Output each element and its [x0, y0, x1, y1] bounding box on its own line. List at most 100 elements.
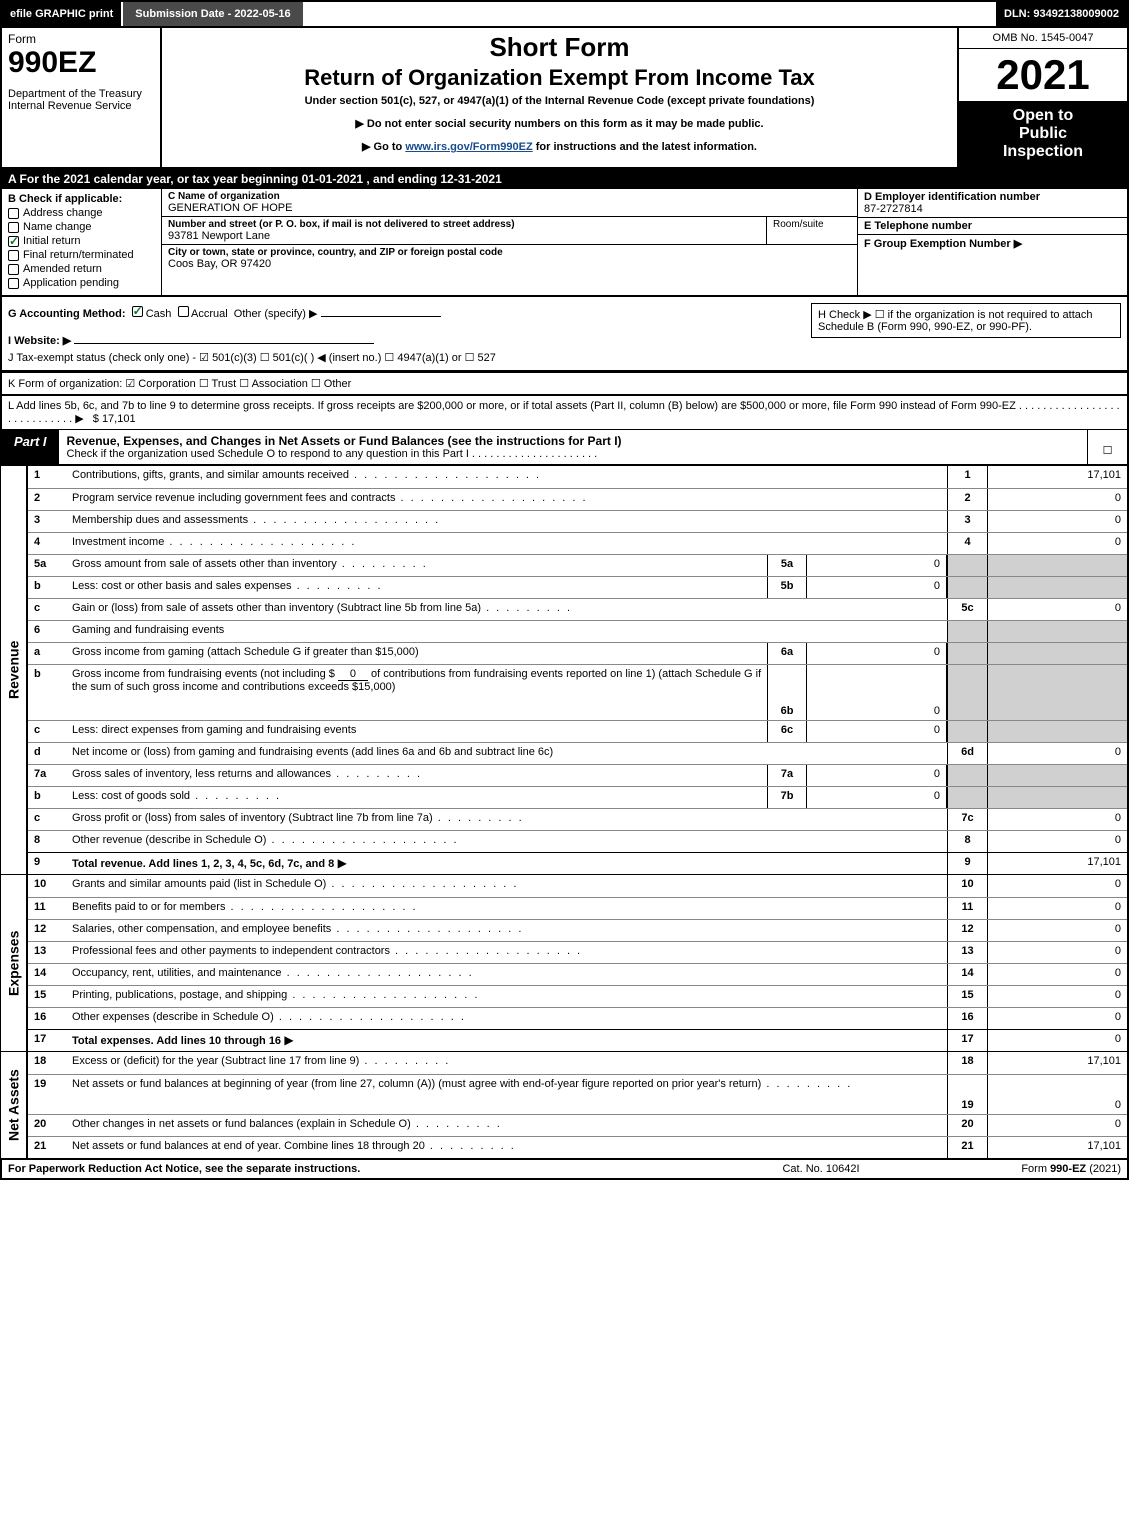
goto-line: ▶ Go to www.irs.gov/Form990EZ for instru… [172, 140, 947, 153]
line-desc: Printing, publications, postage, and shi… [68, 986, 947, 1007]
chk-final-return[interactable]: Final return/terminated [8, 249, 155, 261]
checkbox-icon [8, 264, 19, 275]
line-desc: Other revenue (describe in Schedule O) [68, 831, 947, 852]
chk-amended-return[interactable]: Amended return [8, 263, 155, 275]
end-num: 15 [947, 986, 987, 1007]
end-val: 0 [987, 986, 1127, 1007]
chk-label: Initial return [23, 235, 80, 247]
chk-initial-return[interactable]: Initial return [8, 235, 155, 247]
line-12: 12 Salaries, other compensation, and emp… [28, 919, 1127, 941]
end-num: 20 [947, 1115, 987, 1136]
chk-address-change[interactable]: Address change [8, 207, 155, 219]
line-11: 11 Benefits paid to or for members 11 0 [28, 897, 1127, 919]
address-label: Number and street (or P. O. box, if mail… [168, 219, 760, 230]
inline-val: 0 [807, 721, 947, 742]
line-15: 15 Printing, publications, postage, and … [28, 985, 1127, 1007]
end-val [987, 555, 1127, 576]
checkbox-icon [8, 250, 19, 261]
section-f: F Group Exemption Number ▶ [858, 234, 1127, 252]
line-3: 3 Membership dues and assessments 3 0 [28, 510, 1127, 532]
cash-label: Cash [146, 308, 172, 320]
fill-amount: 0 [338, 668, 368, 681]
line-desc: Other changes in net assets or fund bala… [68, 1115, 947, 1136]
line-num: b [28, 665, 68, 720]
chk-label: Amended return [23, 263, 102, 275]
line-desc-bold: Total expenses. Add lines 10 through 16 [72, 1035, 281, 1047]
goto-link[interactable]: www.irs.gov/Form990EZ [405, 141, 532, 153]
end-val [987, 787, 1127, 808]
end-val: 17,101 [987, 853, 1127, 874]
form-ref-num: 990-EZ [1050, 1163, 1086, 1175]
checkbox-icon [178, 306, 189, 317]
end-val [987, 643, 1127, 664]
part1-checkbox[interactable]: ☐ [1087, 430, 1127, 464]
line-num: c [28, 721, 68, 742]
end-num: 6d [947, 743, 987, 764]
part1-label: Part I [2, 430, 59, 464]
chk-name-change[interactable]: Name change [8, 221, 155, 233]
city-label: City or town, state or province, country… [168, 247, 851, 258]
line-num: c [28, 809, 68, 830]
inline-val: 0 [807, 787, 947, 808]
inline-num: 6b [767, 665, 807, 720]
line-13: 13 Professional fees and other payments … [28, 941, 1127, 963]
end-num [947, 577, 987, 598]
line-desc-bold: Total revenue. Add lines 1, 2, 3, 4, 5c,… [72, 858, 334, 870]
website-field[interactable] [74, 330, 374, 344]
end-num: 4 [947, 533, 987, 554]
end-val [987, 621, 1127, 642]
end-val: 0 [987, 831, 1127, 852]
sections-b-through-f: B Check if applicable: Address change Na… [0, 189, 1129, 297]
inline-num: 6a [767, 643, 807, 664]
line-6d: d Net income or (loss) from gaming and f… [28, 742, 1127, 764]
under-section-text: Under section 501(c), 527, or 4947(a)(1)… [172, 95, 947, 107]
end-num: 10 [947, 875, 987, 897]
end-val: 17,101 [987, 1137, 1127, 1158]
line-num: 2 [28, 489, 68, 510]
inline-val: 0 [807, 765, 947, 786]
section-h: H Check ▶ ☐ if the organization is not r… [811, 303, 1121, 338]
cat-no: Cat. No. 10642I [721, 1163, 921, 1175]
section-c: C Name of organization GENERATION OF HOP… [162, 189, 857, 295]
org-name-value: GENERATION OF HOPE [168, 202, 851, 214]
line-desc: Gross income from fundraising events (no… [68, 665, 767, 720]
department-label: Department of the Treasury Internal Reve… [8, 88, 154, 112]
end-num: 5c [947, 599, 987, 620]
end-num: 9 [947, 853, 987, 874]
end-val: 17,101 [987, 1052, 1127, 1074]
line-desc: Gross profit or (loss) from sales of inv… [68, 809, 947, 830]
section-k: K Form of organization: ☑ Corporation ☐ … [0, 372, 1129, 396]
efile-label[interactable]: efile GRAPHIC print [2, 2, 121, 26]
header-center: Short Form Return of Organization Exempt… [162, 28, 957, 167]
line-desc: Excess or (deficit) for the year (Subtra… [68, 1052, 947, 1074]
line-19: 19 Net assets or fund balances at beginn… [28, 1074, 1127, 1114]
end-val: 0 [987, 489, 1127, 510]
end-num: 14 [947, 964, 987, 985]
short-form-title: Short Form [172, 32, 947, 63]
end-num: 7c [947, 809, 987, 830]
line-desc: Professional fees and other payments to … [68, 942, 947, 963]
chk-application-pending[interactable]: Application pending [8, 277, 155, 289]
bottom-bar: For Paperwork Reduction Act Notice, see … [0, 1159, 1129, 1180]
sections-d-e-f: D Employer identification number 87-2727… [857, 189, 1127, 295]
line-17: 17 Total expenses. Add lines 10 through … [28, 1029, 1127, 1051]
inline-val: 0 [807, 643, 947, 664]
room-label: Room/suite [773, 219, 824, 230]
section-e: E Telephone number [858, 217, 1127, 234]
other-specify-field[interactable] [321, 303, 441, 317]
line-desc: Other expenses (describe in Schedule O) [68, 1008, 947, 1029]
line-7b: b Less: cost of goods sold 7b 0 [28, 786, 1127, 808]
line-num: b [28, 577, 68, 598]
tax-year: 2021 [959, 49, 1127, 101]
return-title: Return of Organization Exempt From Incom… [172, 65, 947, 91]
inline-num: 7a [767, 765, 807, 786]
inline-num: 7b [767, 787, 807, 808]
line-desc: Less: cost or other basis and sales expe… [68, 577, 767, 598]
line-num: 20 [28, 1115, 68, 1136]
city-value: Coos Bay, OR 97420 [168, 258, 851, 270]
line-20: 20 Other changes in net assets or fund b… [28, 1114, 1127, 1136]
end-val: 0 [987, 599, 1127, 620]
line-num: 4 [28, 533, 68, 554]
line-desc: Gross income from gaming (attach Schedul… [68, 643, 767, 664]
line-num: 15 [28, 986, 68, 1007]
